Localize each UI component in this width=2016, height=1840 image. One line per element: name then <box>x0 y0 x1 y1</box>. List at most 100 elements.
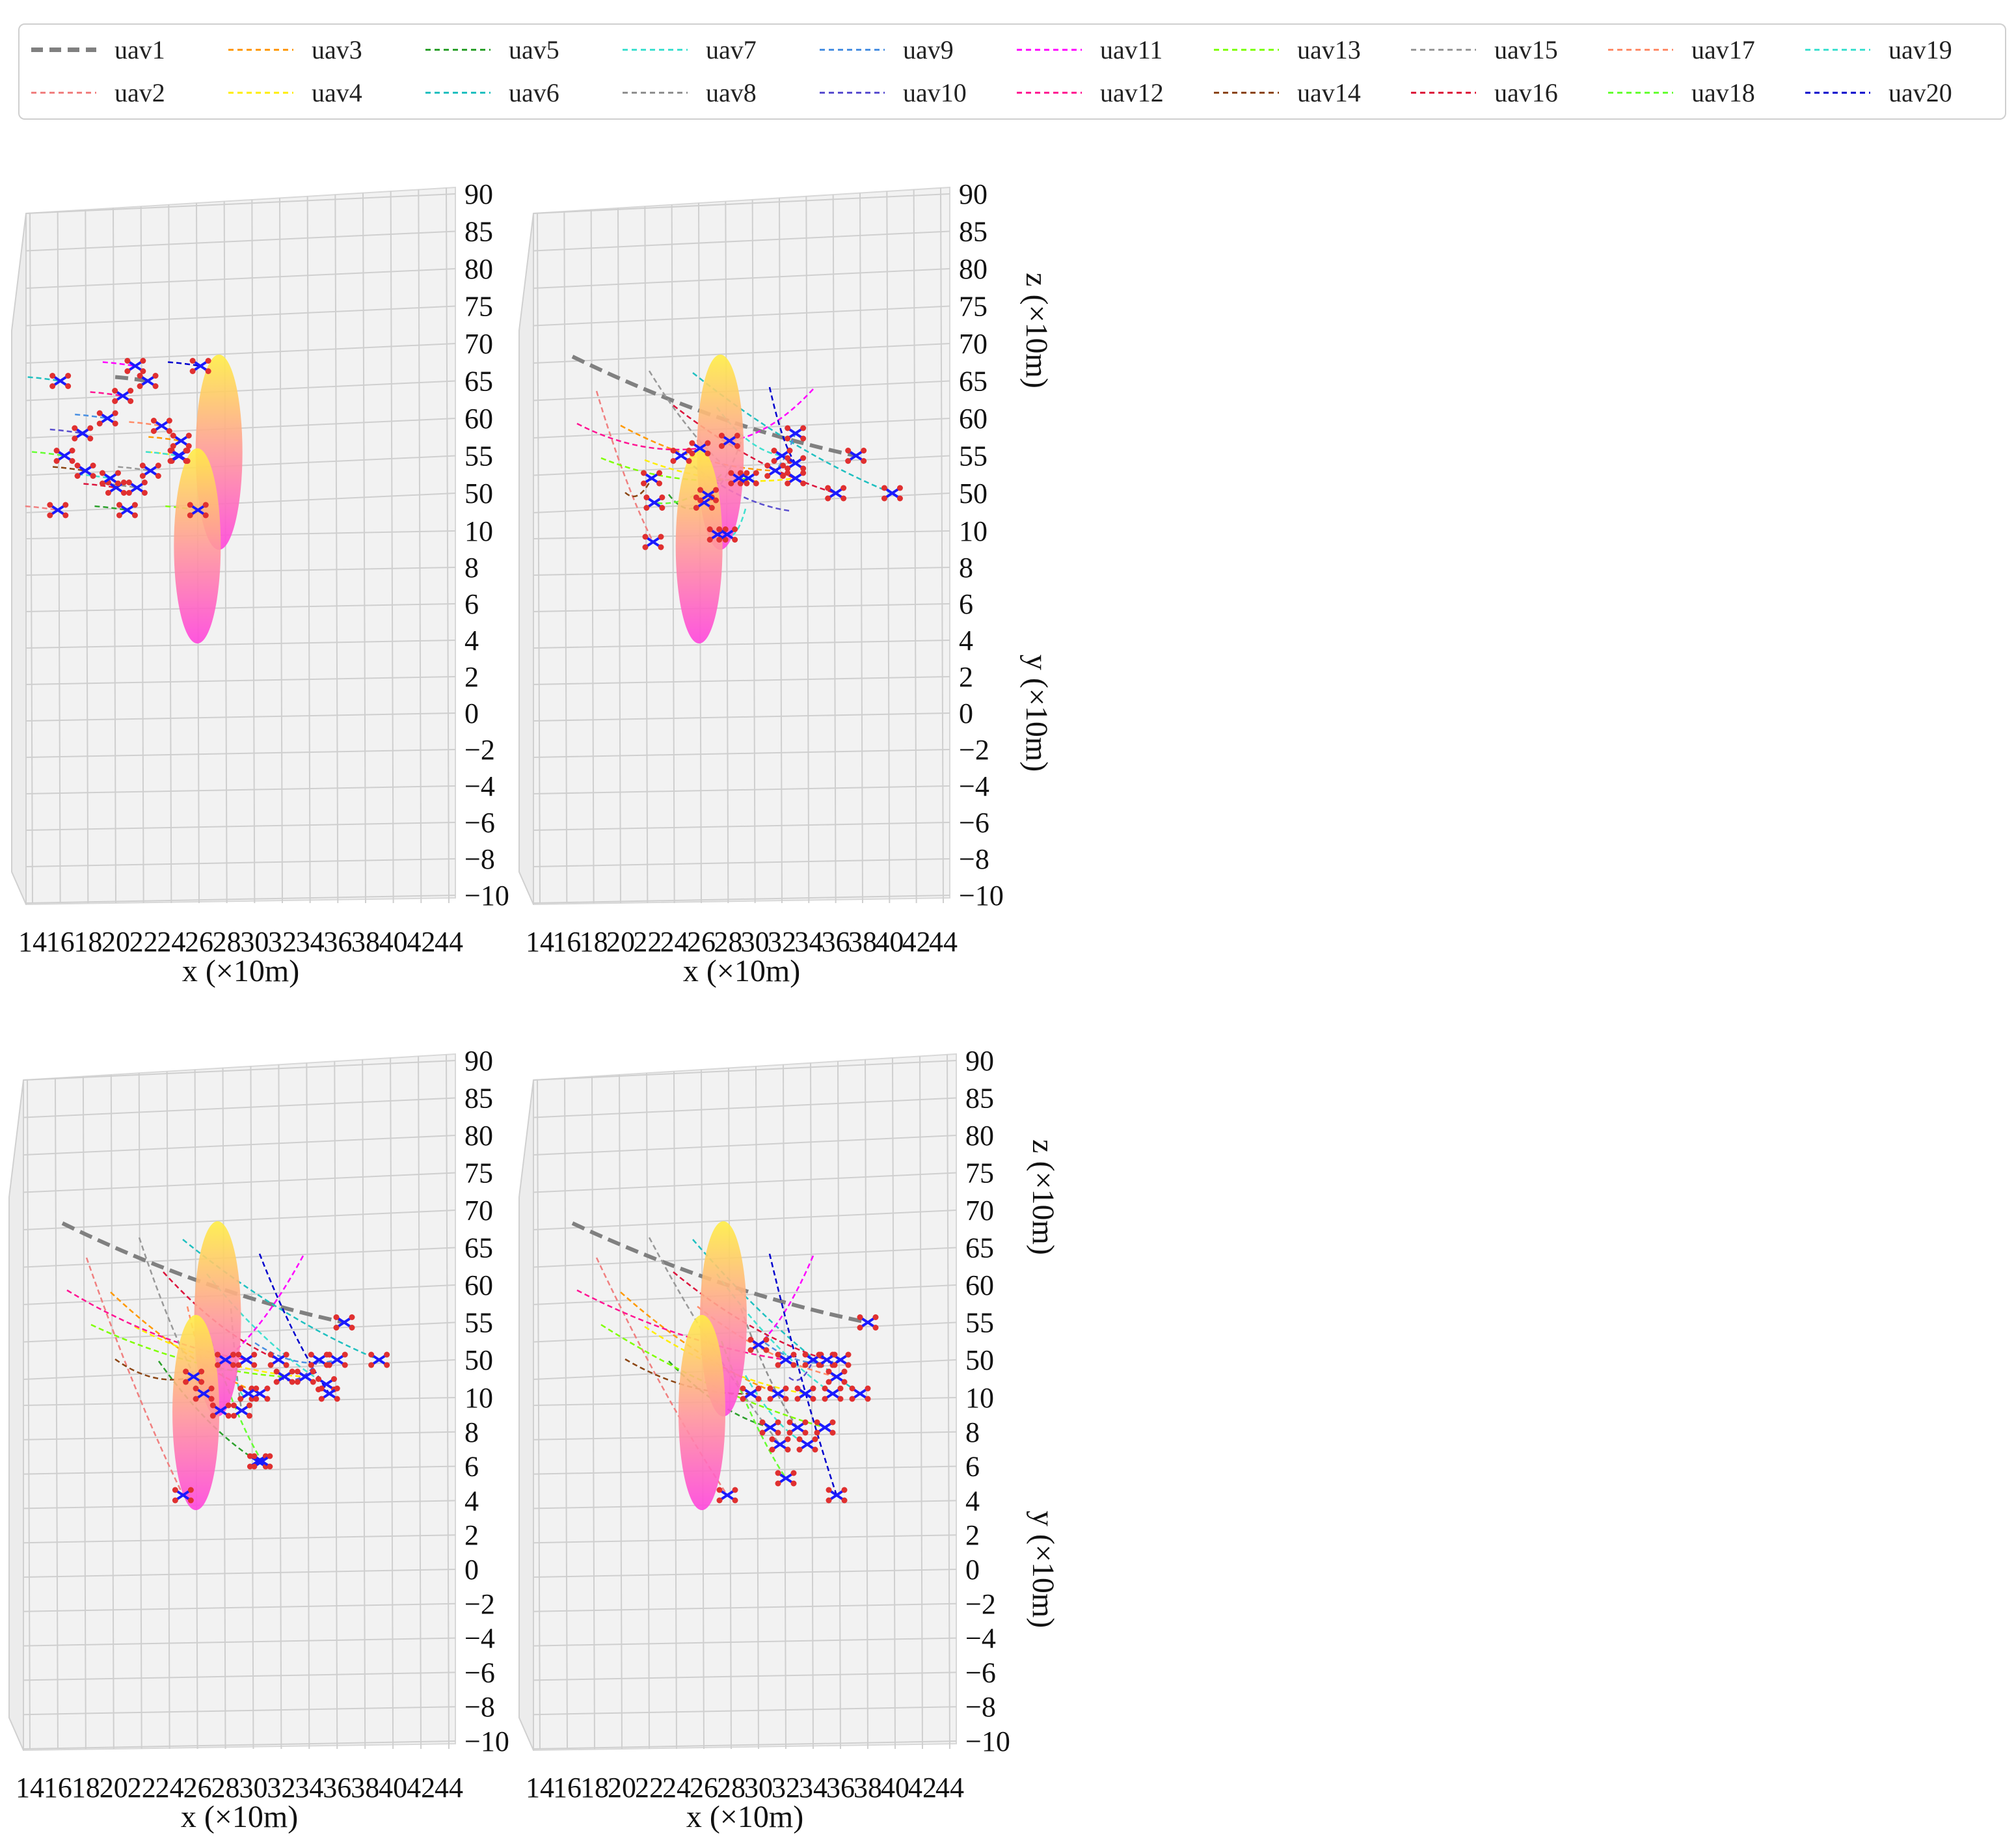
uav-marker-uav11 <box>747 1336 770 1353</box>
uav-arm <box>297 1370 314 1383</box>
uav-rotor <box>713 497 719 504</box>
y-tick-label: −2 <box>959 734 989 766</box>
uav-marker-uav3 <box>764 463 786 479</box>
uav-arm <box>695 496 713 509</box>
uav-rotor <box>155 463 161 468</box>
uav-marker-uav18 <box>643 494 665 511</box>
uav-rotor <box>802 1351 809 1358</box>
x-tick-label: 44 <box>435 926 463 958</box>
legend-label-uav14: uav14 <box>1297 77 1361 107</box>
uav-rotor <box>829 1429 836 1436</box>
uav-rotor <box>349 1314 355 1320</box>
uav-rotor <box>126 480 132 485</box>
uav-arm <box>139 374 157 388</box>
x-grid-line <box>755 1066 759 1750</box>
y-tick-label: −10 <box>965 1725 1010 1757</box>
y-tick-label: −6 <box>464 807 495 839</box>
uav-rotor <box>764 473 771 479</box>
x-tick-label: 42 <box>902 926 931 958</box>
x-grid-line <box>251 199 256 904</box>
uav-rotor <box>289 1379 295 1385</box>
x-grid-line <box>947 1054 950 1750</box>
uav-rotor <box>72 435 78 442</box>
uav-rotor <box>775 1419 781 1426</box>
uav-rotor <box>716 1487 723 1493</box>
x-grid-line <box>617 208 621 904</box>
x-tick-label: 16 <box>553 1772 582 1804</box>
uav-arm <box>643 472 660 485</box>
y-tick-label: 0 <box>464 1554 479 1586</box>
y-grid-line <box>23 1671 456 1681</box>
x-grid-line <box>619 1074 623 1750</box>
z-grid-line <box>533 493 950 513</box>
uav-rotor <box>825 495 831 502</box>
z-tick-label: 60 <box>959 403 988 435</box>
uav-rotor <box>65 373 72 379</box>
uav-rotor <box>796 1446 803 1453</box>
uav-rotor <box>841 1379 848 1385</box>
uav-rotor <box>230 1402 237 1409</box>
uav-rotor <box>198 1368 205 1375</box>
uav-rotor <box>857 1314 863 1320</box>
x-tick-label: 14 <box>16 1772 44 1804</box>
uav-rotor <box>775 1362 781 1368</box>
uav-rotor <box>771 448 777 453</box>
x-grid-line <box>306 1062 310 1750</box>
uav-rotor <box>137 373 143 379</box>
uav-rotor <box>802 1419 809 1426</box>
uav-marker-uav15 <box>193 1385 215 1402</box>
z-tick-label: 50 <box>464 1344 493 1376</box>
obstacle-ellipsoid <box>675 448 723 643</box>
y-tick-label: 10 <box>965 1382 994 1414</box>
uav-marker-uav13 <box>187 502 209 519</box>
uav-rotor <box>294 1379 301 1385</box>
y-tick-label: 4 <box>464 1485 479 1517</box>
uav-rotor <box>800 480 807 487</box>
trajectory-uav14 <box>625 478 652 498</box>
y-grid-line <box>25 785 456 794</box>
y-tick-label: 2 <box>965 1519 980 1551</box>
uav-arm <box>761 1421 779 1434</box>
x-tick-label: 32 <box>768 926 796 958</box>
uav-rotor <box>323 1362 330 1368</box>
uav-rotor <box>861 448 867 453</box>
uav-rotor <box>114 480 121 487</box>
y-grid-line <box>533 785 950 794</box>
uav-marker-uav1 <box>137 373 159 389</box>
uav-rotor <box>656 470 663 476</box>
x-grid-line <box>29 213 33 904</box>
uav-rotor <box>62 502 69 508</box>
x-tick-label: 26 <box>185 926 213 958</box>
z-tick-label: 70 <box>464 1195 493 1226</box>
y-grid-line <box>533 603 950 612</box>
uav-rotor <box>734 433 740 439</box>
y-tick-label: −4 <box>464 770 495 802</box>
uav-arm <box>212 1404 230 1417</box>
uav-rotor <box>131 502 138 508</box>
uav-rotor <box>643 494 650 500</box>
uav-arm <box>239 1387 257 1400</box>
uav-marker-uav8 <box>230 1402 252 1419</box>
uav-rotor <box>737 470 744 476</box>
uav-rotor <box>732 1487 738 1493</box>
trajectory-uav2 <box>595 390 654 543</box>
x-grid-line <box>166 1071 170 1750</box>
uav-rotor <box>872 1325 879 1331</box>
uav-marker-uav18 <box>53 448 75 464</box>
uav-rotor <box>659 494 665 500</box>
z-tick-label: 80 <box>464 253 493 285</box>
uav-rotor <box>120 490 127 496</box>
uav-rotor <box>318 1385 325 1392</box>
uav-rotor <box>65 383 72 389</box>
uav-rotor <box>294 1368 301 1375</box>
uav-rotor <box>215 1362 221 1368</box>
uav-rotor <box>246 1402 252 1409</box>
uav-arm <box>847 449 865 463</box>
y-tick-label: −6 <box>464 1657 495 1688</box>
trajectory-uav15 <box>138 1237 205 1394</box>
uav-rotor <box>857 1325 863 1331</box>
y-tick-label: 8 <box>959 552 973 584</box>
uav-rotor <box>237 1396 244 1402</box>
uav-rotor <box>323 1351 330 1358</box>
legend: uav1 uav2 uav3 uav4 uav5 uav6 uav7 uav8 uav9 uav1… <box>18 23 2006 120</box>
